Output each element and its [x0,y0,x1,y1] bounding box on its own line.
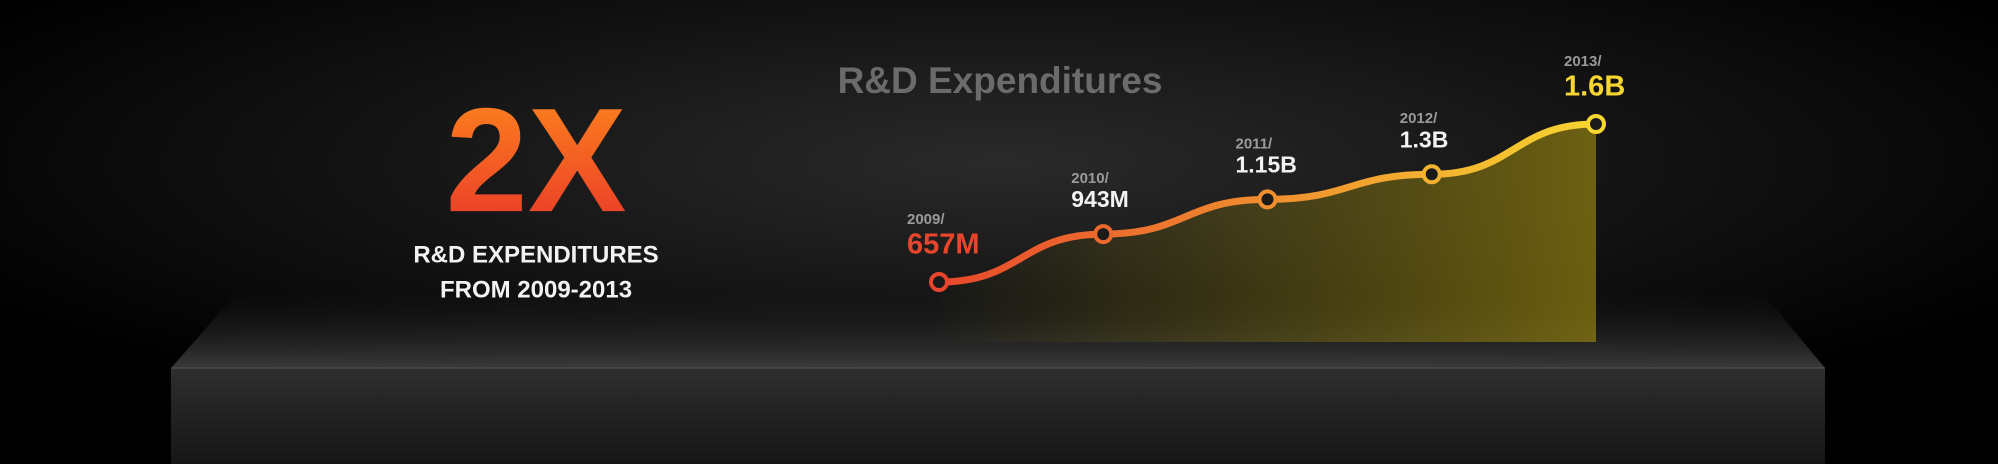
point [1093,224,1114,245]
year-label: 2011/ [1236,135,1274,152]
value-label: 1.15B [1236,151,1297,177]
value-label: 1.6B [1564,71,1625,103]
point [929,272,949,292]
point [1421,164,1442,185]
year-label: 2013/ [1564,53,1602,70]
year-label: 2009/ [907,211,945,228]
point [1586,114,1606,134]
year-label: 2012/ [1400,110,1438,127]
headline: 2X [445,78,626,243]
subtitle-line: FROM 2009-2013 [440,276,632,303]
value-label: 657M [907,229,980,261]
point [1257,189,1278,210]
year-label: 2010/ [1071,170,1109,187]
value-label: 943M [1071,186,1129,212]
value-label: 1.3B [1400,126,1449,152]
floor-front [171,368,1825,464]
chart-title: R&D Expenditures [838,60,1163,101]
subtitle-line: R&D EXPENDITURES [413,241,658,268]
